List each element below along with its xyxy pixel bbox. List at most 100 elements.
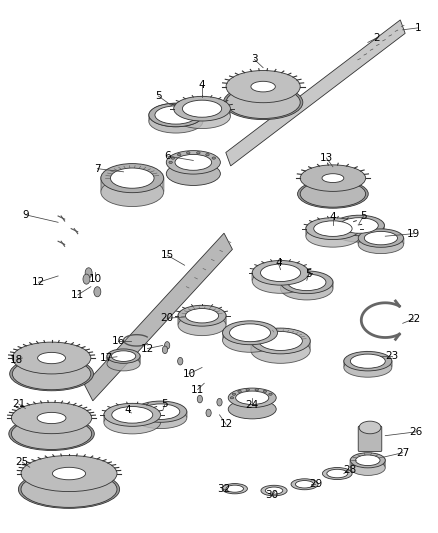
Ellipse shape xyxy=(101,177,163,207)
Text: 5: 5 xyxy=(161,399,168,409)
Text: 16: 16 xyxy=(111,336,125,346)
Text: 23: 23 xyxy=(384,351,398,361)
Polygon shape xyxy=(84,233,232,401)
Ellipse shape xyxy=(104,403,160,426)
Ellipse shape xyxy=(343,351,391,371)
Ellipse shape xyxy=(178,305,226,326)
Text: 4: 4 xyxy=(329,212,336,222)
Text: 28: 28 xyxy=(343,465,356,475)
Ellipse shape xyxy=(300,181,365,207)
Ellipse shape xyxy=(9,417,94,450)
Circle shape xyxy=(85,268,92,278)
Ellipse shape xyxy=(205,154,209,156)
Circle shape xyxy=(177,358,183,365)
Ellipse shape xyxy=(254,389,258,391)
Ellipse shape xyxy=(297,180,367,208)
Ellipse shape xyxy=(260,485,286,496)
Text: 5: 5 xyxy=(155,91,161,101)
Ellipse shape xyxy=(235,391,268,405)
Ellipse shape xyxy=(185,309,218,323)
Ellipse shape xyxy=(134,401,186,422)
Text: 13: 13 xyxy=(319,153,332,163)
Ellipse shape xyxy=(11,418,92,449)
FancyBboxPatch shape xyxy=(357,426,381,451)
Text: 5: 5 xyxy=(305,269,311,279)
Ellipse shape xyxy=(280,271,332,294)
Text: 22: 22 xyxy=(406,314,419,324)
Ellipse shape xyxy=(169,161,172,164)
Ellipse shape xyxy=(251,82,275,92)
Ellipse shape xyxy=(21,456,117,491)
Ellipse shape xyxy=(177,154,180,156)
Circle shape xyxy=(205,409,211,417)
Ellipse shape xyxy=(237,390,241,392)
Text: 4: 4 xyxy=(124,406,131,415)
Text: 18: 18 xyxy=(10,355,23,365)
Text: 1: 1 xyxy=(414,23,420,33)
Ellipse shape xyxy=(229,324,270,342)
Text: 6: 6 xyxy=(163,151,170,161)
Text: 10: 10 xyxy=(88,274,102,284)
Polygon shape xyxy=(225,20,404,166)
Ellipse shape xyxy=(38,352,65,364)
Ellipse shape xyxy=(21,471,117,507)
Ellipse shape xyxy=(280,277,332,300)
Ellipse shape xyxy=(230,397,233,399)
Text: 21: 21 xyxy=(12,399,25,409)
Ellipse shape xyxy=(37,413,66,424)
Ellipse shape xyxy=(196,151,200,154)
Text: 7: 7 xyxy=(94,164,100,174)
Ellipse shape xyxy=(226,485,243,492)
Ellipse shape xyxy=(258,332,302,351)
Text: 32: 32 xyxy=(217,483,230,494)
Text: 11: 11 xyxy=(71,290,84,300)
Text: 15: 15 xyxy=(160,250,173,260)
Ellipse shape xyxy=(265,487,282,494)
Ellipse shape xyxy=(212,157,215,159)
Ellipse shape xyxy=(104,411,160,434)
Ellipse shape xyxy=(107,349,140,364)
Ellipse shape xyxy=(226,86,300,118)
Ellipse shape xyxy=(295,481,313,488)
Text: 5: 5 xyxy=(359,211,366,221)
Ellipse shape xyxy=(111,351,135,361)
Ellipse shape xyxy=(300,165,365,191)
Text: 9: 9 xyxy=(22,210,28,220)
Ellipse shape xyxy=(339,217,378,233)
Circle shape xyxy=(164,342,170,349)
Ellipse shape xyxy=(155,106,196,124)
Text: 26: 26 xyxy=(408,427,421,437)
Text: 4: 4 xyxy=(198,80,205,90)
Text: 20: 20 xyxy=(160,313,173,323)
Ellipse shape xyxy=(355,455,379,466)
Circle shape xyxy=(197,395,202,403)
Ellipse shape xyxy=(260,264,300,281)
Ellipse shape xyxy=(175,155,211,171)
Ellipse shape xyxy=(350,461,385,475)
Ellipse shape xyxy=(173,96,230,121)
Ellipse shape xyxy=(173,104,230,128)
Ellipse shape xyxy=(228,388,276,408)
Ellipse shape xyxy=(252,269,308,293)
Ellipse shape xyxy=(252,261,308,285)
Text: 27: 27 xyxy=(395,448,408,458)
Ellipse shape xyxy=(343,358,391,377)
Ellipse shape xyxy=(364,231,396,245)
Ellipse shape xyxy=(12,358,91,390)
Ellipse shape xyxy=(52,467,85,480)
Text: 30: 30 xyxy=(265,490,278,500)
Ellipse shape xyxy=(358,421,380,434)
Circle shape xyxy=(162,346,167,353)
Ellipse shape xyxy=(251,337,310,364)
Ellipse shape xyxy=(222,321,277,345)
Ellipse shape xyxy=(12,342,91,374)
Ellipse shape xyxy=(268,393,272,395)
Ellipse shape xyxy=(166,151,220,174)
Circle shape xyxy=(94,287,101,297)
Ellipse shape xyxy=(222,483,247,494)
Text: 24: 24 xyxy=(245,400,258,410)
Ellipse shape xyxy=(262,390,266,392)
Ellipse shape xyxy=(112,407,152,423)
Ellipse shape xyxy=(186,151,190,154)
Ellipse shape xyxy=(350,453,385,468)
